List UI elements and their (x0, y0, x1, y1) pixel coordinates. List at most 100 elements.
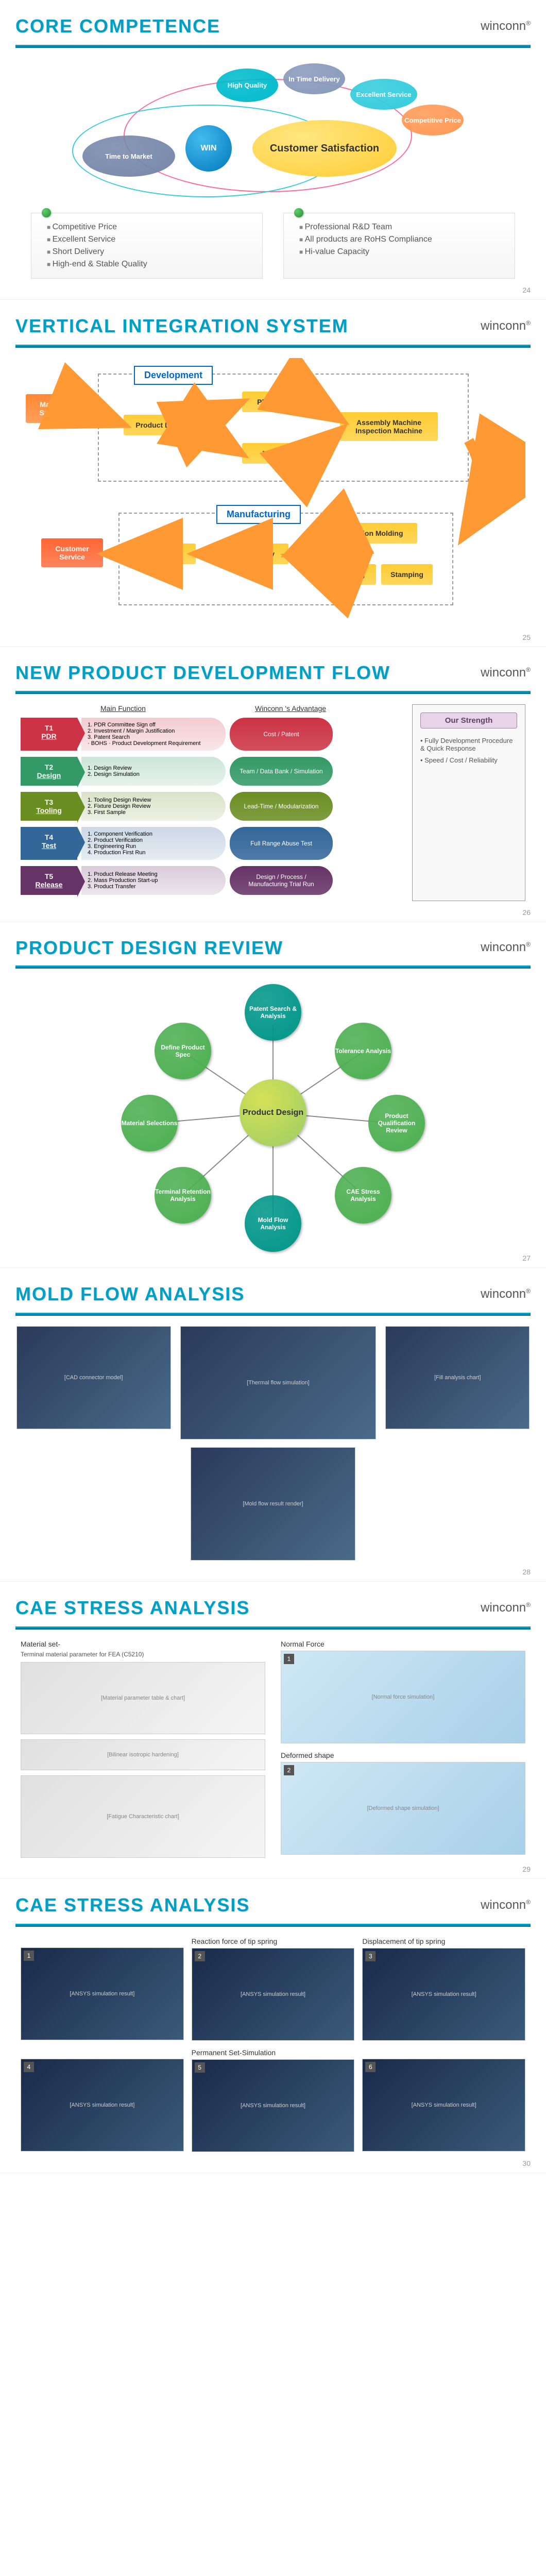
cae2-cell: 6[ANSYS simulation result] (362, 2048, 525, 2152)
npd-stage: T1PDR (21, 718, 77, 751)
npd-func: 1. Tooling Design Review2. Fixture Desig… (81, 792, 226, 821)
cae2-panel: 4[ANSYS simulation result] (21, 2059, 184, 2151)
bullet-item: Professional R&D Team (299, 221, 504, 233)
cae2-cell: Permanent Set-Simulation5[ANSYS simulati… (192, 2048, 355, 2152)
npd-stage: T2Design (21, 757, 77, 786)
flow-box: Shipping (139, 544, 196, 564)
cae2-cell: Displacement of tip spring3[ANSYS simula… (362, 1937, 525, 2041)
flow-box: Metal Die (242, 443, 314, 464)
material-sub: Terminal material parameter for FEA (C52… (21, 1651, 265, 1658)
npd-func: 1. PDR Committee Sign off2. Investment /… (81, 718, 226, 751)
bullet-item: Short Delivery (47, 246, 252, 258)
flow-box: Stamping (381, 564, 433, 585)
bullet-dot-icon (294, 208, 303, 217)
header-main: Main Function (100, 704, 245, 713)
venn-item: High Quality (216, 69, 278, 102)
slide-npd-flow: NEW PRODUCT DEVELOPMENT FLOW winconn® Ma… (0, 647, 546, 922)
strength-item: Fully Development Procedure & Quick Resp… (420, 735, 517, 754)
npd-func: 1. Product Release Meeting2. Mass Produc… (81, 866, 226, 895)
slide-title: CORE COMPETENCE (15, 15, 220, 37)
slide-title: VERTICAL INTEGRATION SYSTEM (15, 315, 349, 337)
cae2-panel: 2[ANSYS simulation result] (192, 1948, 355, 2041)
venn-item: In Time Delivery (283, 63, 345, 94)
cae2-panel: 6[ANSYS simulation result] (362, 2059, 525, 2151)
cae2-grid: 1[ANSYS simulation result]Reaction force… (21, 1937, 525, 2152)
npd-row: T2Design1. Design Review2. Design Simula… (21, 757, 402, 786)
radial-node: Terminal Retention Analysis (155, 1167, 211, 1224)
slide-cae-1: CAE STRESS ANALYSIS winconn® Material se… (0, 1582, 546, 1879)
flow-box: Plating (330, 564, 376, 585)
npd-row: T3Tooling1. Tooling Design Review2. Fixt… (21, 792, 402, 821)
page-number: 28 (522, 1568, 531, 1576)
divider (15, 345, 531, 348)
flow-box: Assembly (227, 544, 288, 564)
strength-box: Our Strength Fully Development Procedure… (412, 704, 525, 901)
page-number: 29 (522, 1865, 531, 1873)
radial-node: Tolerance Analysis (335, 1023, 391, 1079)
divider (15, 1626, 531, 1630)
title-bar: CAE STRESS ANALYSIS winconn® (0, 1592, 546, 1624)
title-bar: MOLD FLOW ANALYSIS winconn® (0, 1278, 546, 1310)
bullet-columns: Competitive PriceExcellent ServiceShort … (31, 213, 515, 279)
cae2-panel: 5[ANSYS simulation result] (192, 2059, 355, 2152)
material-table-2: [Bilinear isotropic hardening] (21, 1739, 265, 1770)
bullet-box-left: Competitive PriceExcellent ServiceShort … (31, 213, 263, 279)
flow-box: Injection Molding (330, 523, 417, 544)
normal-force-label: Normal Force (281, 1640, 525, 1648)
cae1-layout: Material set- Terminal material paramete… (21, 1640, 525, 1858)
slide-vertical-integration: VERTICAL INTEGRATION SYSTEM winconn® Dev… (0, 300, 546, 647)
bullet-dot-icon (42, 208, 51, 217)
cae1-right: Normal Force 1[Normal force simulation] … (281, 1640, 525, 1858)
npd-row: T1PDR1. PDR Committee Sign off2. Investm… (21, 718, 402, 751)
mold-grid: [CAD connector model][Thermal flow simul… (15, 1326, 531, 1561)
slide-title: CAE STRESS ANALYSIS (15, 1597, 250, 1619)
brand-logo: winconn® (481, 19, 531, 33)
npd-row: T4Test1. Component Verification2. Produc… (21, 827, 402, 860)
radial-node: CAE Stress Analysis (335, 1167, 391, 1224)
flow-box: Market Survey (26, 394, 77, 423)
title-bar: PRODUCT DESIGN REVIEW winconn® (0, 933, 546, 963)
divider (15, 691, 531, 694)
mold-panel: [CAD connector model] (16, 1326, 171, 1429)
title-bar: CORE COMPETENCE winconn® (0, 10, 546, 42)
radial-center: Product Design (240, 1079, 306, 1146)
radial-node: Patent Search & Analysis (245, 984, 301, 1041)
brand-logo: winconn® (481, 666, 531, 680)
venn-item: Excellent Service (350, 79, 417, 110)
npd-diagram: Main Function Winconn 's Advantage T1PDR… (21, 704, 525, 901)
venn-center: WIN (185, 125, 232, 172)
npd-adv: Design / Process / Manufacturing Trial R… (230, 866, 333, 895)
venn-diagram: Customer Satisfaction WIN Time to Market… (31, 58, 515, 202)
bullet-box-right: Professional R&D TeamAll products are Ro… (283, 213, 515, 279)
npd-row: T5Release1. Product Release Meeting2. Ma… (21, 866, 402, 895)
slide-core-competence: CORE COMPETENCE winconn® Customer Satisf… (0, 0, 546, 300)
radial-node: Product Qualification Review (368, 1095, 425, 1151)
venn-item: Competitive Price (402, 105, 464, 135)
bullet-item: Excellent Service (47, 233, 252, 246)
bullet-item: Competitive Price (47, 221, 252, 233)
divider (15, 965, 531, 969)
mfg-label: Manufacturing (216, 505, 301, 524)
deformed-label: Deformed shape (281, 1751, 525, 1759)
slide-title: PRODUCT DESIGN REVIEW (15, 938, 283, 958)
dev-label: Development (134, 366, 213, 385)
normal-force-img: 1[Normal force simulation] (281, 1651, 525, 1743)
slide-mold-flow: MOLD FLOW ANALYSIS winconn® [CAD connect… (0, 1268, 546, 1582)
npd-adv: Lead-Time / Modularization (230, 792, 333, 821)
slide-title: CAE STRESS ANALYSIS (15, 1894, 250, 1916)
slide-title: MOLD FLOW ANALYSIS (15, 1283, 245, 1305)
npd-stage: T3Tooling (21, 792, 77, 821)
bullet-item: High-end & Stable Quality (47, 258, 252, 270)
title-bar: NEW PRODUCT DEVELOPMENT FLOW winconn® (0, 657, 546, 688)
page-number: 30 (522, 2159, 531, 2167)
title-bar: CAE STRESS ANALYSIS winconn® (0, 1889, 546, 1921)
title-bar: VERTICAL INTEGRATION SYSTEM winconn® (0, 310, 546, 342)
page-number: 24 (522, 286, 531, 294)
npd-adv: Team / Data Bank / Simulation (230, 757, 333, 786)
flow-box: Product Design (124, 415, 201, 435)
slide-design-review: PRODUCT DESIGN REVIEW winconn® Product D… (0, 922, 546, 1268)
cae1-left: Material set- Terminal material paramete… (21, 1640, 265, 1858)
cae2-cell: 1[ANSYS simulation result] (21, 1937, 184, 2041)
cae2-cell: Reaction force of tip spring2[ANSYS simu… (192, 1937, 355, 2041)
radial-node: Mold Flow Analysis (245, 1195, 301, 1252)
